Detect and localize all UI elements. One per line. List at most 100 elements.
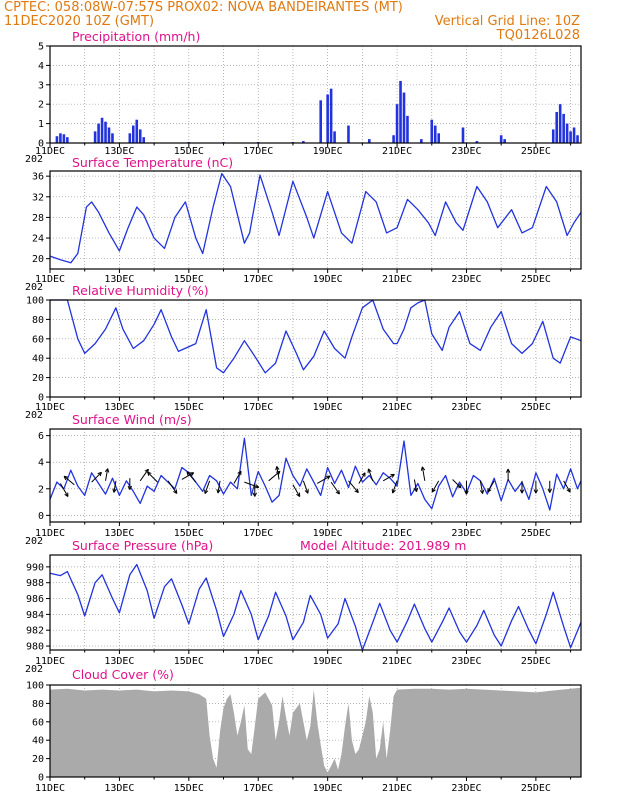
precip-bar: [406, 115, 409, 143]
rh-ytick-label: 0: [38, 393, 44, 404]
precip-bar: [142, 137, 146, 143]
wind-vector-head: [147, 471, 152, 477]
wind-vector: [563, 480, 571, 493]
temp-title: Surface Temperature (nC): [72, 155, 233, 170]
precip-bar: [302, 141, 305, 143]
wind-vector-head: [566, 488, 571, 493]
precip-xtick-label: 19DEC: [313, 146, 343, 157]
precip-bar: [433, 125, 437, 143]
wind-year-fragment: 202: [25, 536, 43, 547]
wind-xtick-label: 11DEC: [35, 528, 65, 539]
rh-xtick-label: 17DEC: [243, 402, 273, 413]
cloud-xtick-label: 17DEC: [243, 783, 273, 794]
rh-xtick-label: 21DEC: [382, 402, 412, 413]
pres-ytick-label: 986: [26, 594, 44, 605]
precip-bar: [555, 111, 559, 143]
precip-bar: [395, 104, 399, 143]
wind-vector: [167, 480, 178, 494]
precip-bar: [319, 100, 323, 143]
cloud-xtick-label: 21DEC: [382, 783, 412, 794]
precip-bar: [475, 141, 479, 143]
wind-xtick-label: 21DEC: [382, 528, 412, 539]
wind-vector: [276, 466, 280, 480]
wind-vector: [367, 468, 374, 481]
cloud-xtick-label: 11DEC: [35, 783, 65, 794]
precip-xtick-label: 11DEC: [35, 146, 65, 157]
precip-title: Precipitation (mm/h): [72, 29, 200, 44]
wind-xtick-label: 19DEC: [313, 528, 343, 539]
precip-bar: [562, 113, 565, 143]
temp-line: [49, 172, 582, 264]
rh-xtick-label: 23DEC: [451, 402, 481, 413]
wind-vector-head: [186, 471, 191, 476]
rh-frame: [49, 299, 582, 398]
wind-vector-head: [216, 489, 221, 494]
precip-bar: [66, 137, 69, 143]
wind-vector: [292, 484, 301, 497]
rh-line: [50, 299, 582, 374]
wind-vector-head: [97, 471, 102, 477]
pres-year-fragment: 202: [25, 664, 43, 675]
rh-year-fragment: 202: [25, 410, 43, 421]
precip-bar: [437, 133, 441, 143]
header-init-time: 11DEC2020 10Z (GMT): [4, 14, 155, 29]
wind-vector: [348, 480, 359, 493]
pres-title: Surface Pressure (hPa): [72, 538, 213, 553]
precip-bar: [135, 119, 139, 143]
precip-bar: [329, 88, 333, 143]
pres-xtick-label: 25DEC: [521, 656, 551, 667]
wind-vector-head: [413, 487, 419, 492]
precip-bar: [97, 123, 100, 143]
wind-vector: [204, 480, 211, 494]
wind-vector-head: [391, 489, 396, 494]
pres-ytick-label: 980: [26, 642, 44, 653]
wind-vector-head: [104, 468, 110, 473]
temp-xtick-label: 21DEC: [382, 274, 412, 285]
wind-vector-head: [519, 489, 525, 494]
wind-ytick-label: 6: [38, 431, 44, 442]
wind-vector-head: [487, 488, 492, 493]
pres-ytick-label: 990: [26, 562, 44, 573]
wind-vector: [413, 479, 418, 492]
rh-xtick-label: 15DEC: [174, 402, 204, 413]
precip-xtick-label: 17DEC: [243, 146, 273, 157]
precip-bar: [399, 80, 402, 143]
wind-vector: [487, 480, 495, 493]
wind-title: Surface Wind (m/s): [72, 412, 192, 427]
temp-ytick-label: 28: [32, 213, 44, 224]
precip-frame: [49, 45, 582, 144]
precip-ytick-label: 5: [38, 42, 44, 53]
temp-xtick-label: 25DEC: [521, 274, 551, 285]
precip-bar: [392, 135, 395, 143]
wind-vector: [181, 472, 194, 480]
pres-subtitle: Model Altitude: 201.989 m: [300, 538, 466, 553]
precip-bar: [107, 127, 111, 143]
wind-ytick-label: 4: [38, 458, 44, 469]
precip-bar: [430, 119, 434, 143]
wind-xtick-label: 13DEC: [104, 528, 134, 539]
wind-vector-head: [354, 488, 359, 494]
pres-xtick-label: 15DEC: [174, 656, 204, 667]
wind-vector-head: [479, 489, 485, 494]
precip-bar: [111, 133, 114, 143]
wind-vector: [113, 480, 117, 493]
wind-xtick-label: 15DEC: [174, 528, 204, 539]
cloud-ytick-label: 40: [32, 736, 44, 747]
precip-bar: [558, 104, 562, 143]
temp-ytick-label: 20: [32, 254, 44, 265]
wind-frame: [49, 428, 582, 523]
wind-vector: [63, 475, 75, 486]
temp-ytick-label: 24: [32, 234, 44, 245]
pres-xtick-label: 13DEC: [104, 656, 134, 667]
precip-bar: [572, 127, 576, 143]
header-grid-line-note: Vertical Grid Line: 10Z: [434, 14, 580, 29]
rh-title: Relative Humidity (%): [72, 283, 209, 298]
precip-xtick-label: 13DEC: [104, 146, 134, 157]
wind-vector: [302, 480, 309, 494]
wind-vector: [217, 480, 221, 494]
precip-bar: [104, 121, 107, 143]
precip-bar: [347, 125, 350, 143]
cloud-title: Cloud Cover (%): [72, 667, 174, 682]
wind-xtick-label: 23DEC: [451, 528, 481, 539]
precip-bar: [138, 129, 142, 143]
